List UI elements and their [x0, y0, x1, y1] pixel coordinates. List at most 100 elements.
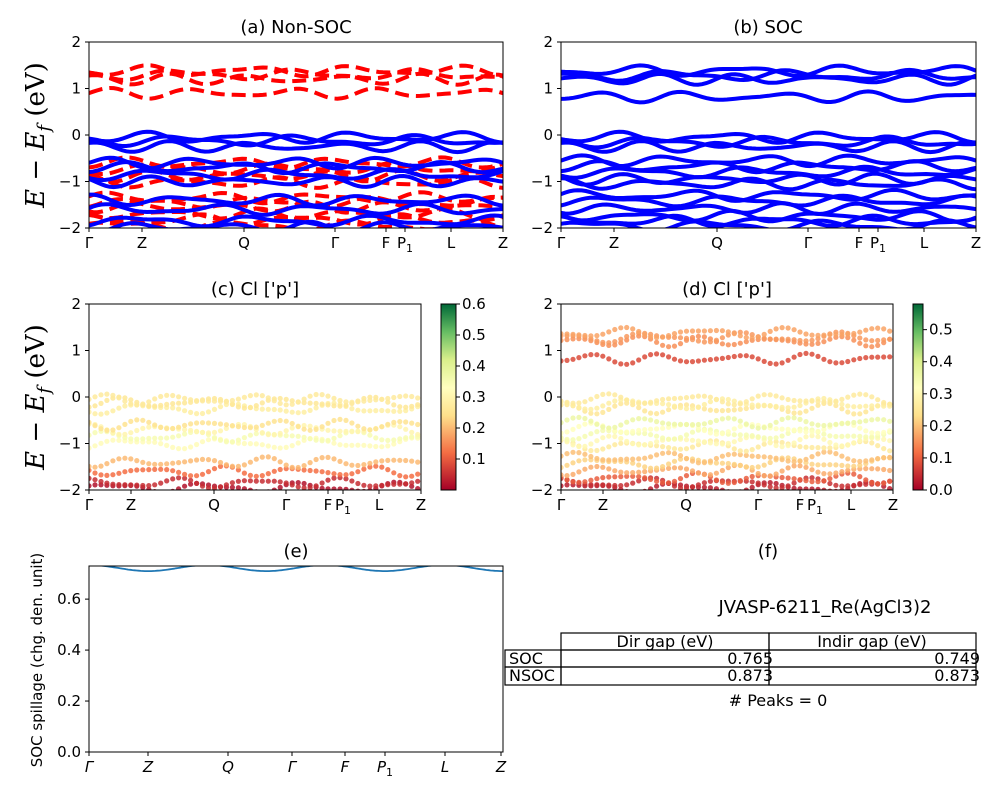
- y-tick-label: 1: [543, 80, 553, 98]
- band-point: [594, 338, 600, 344]
- band-point: [666, 344, 672, 350]
- band-point: [188, 473, 194, 479]
- band-point: [176, 486, 182, 490]
- band-point: [809, 454, 815, 460]
- band-point: [134, 482, 140, 488]
- band-point: [648, 417, 654, 423]
- band-point: [654, 465, 660, 471]
- band-point: [194, 457, 200, 463]
- band-point: [259, 406, 265, 412]
- band-point: [98, 440, 104, 446]
- band-point: [731, 402, 737, 408]
- band-point: [283, 428, 289, 434]
- band-point: [283, 462, 289, 468]
- band-point: [199, 410, 206, 417]
- band-point: [821, 436, 827, 442]
- band-point: [211, 458, 218, 464]
- band-point: [582, 451, 588, 457]
- band-point: [343, 417, 349, 423]
- band-point: [797, 463, 803, 469]
- band-point: [355, 423, 361, 429]
- band-point: [701, 393, 708, 399]
- band-point: [618, 469, 624, 475]
- band-point: [612, 442, 618, 448]
- band-point: [367, 397, 373, 403]
- band-point: [689, 484, 696, 490]
- band-point: [349, 462, 355, 468]
- band-point: [743, 330, 749, 336]
- x-tick-label: Z: [126, 496, 136, 514]
- band-point: [594, 393, 600, 400]
- band-point: [713, 417, 720, 424]
- band-point: [403, 426, 409, 432]
- band-point: [767, 403, 773, 409]
- band-point: [815, 398, 821, 404]
- band-point: [618, 325, 624, 331]
- band-point: [630, 460, 636, 466]
- band-point: [733, 489, 736, 490]
- band-point: [695, 358, 702, 364]
- band-point: [809, 467, 815, 473]
- band-point: [152, 461, 158, 467]
- band-point: [875, 456, 881, 462]
- band-point: [833, 482, 839, 488]
- band-point: [241, 424, 247, 431]
- band-point: [761, 392, 767, 398]
- band-point: [325, 393, 331, 399]
- band-point: [564, 451, 570, 457]
- band-point: [588, 352, 594, 358]
- band-line: [561, 201, 976, 217]
- band-point: [839, 396, 845, 402]
- band-point: [666, 450, 672, 456]
- band-point: [170, 434, 176, 440]
- band-point: [606, 356, 612, 362]
- band-point: [205, 398, 212, 404]
- band-point: [600, 475, 606, 481]
- band-point: [827, 488, 833, 490]
- band-point: [845, 331, 851, 337]
- band-point: [887, 438, 893, 444]
- band-point: [630, 331, 636, 337]
- band-point: [104, 410, 110, 416]
- colorbar-tick-label: 0.5: [929, 321, 953, 339]
- band-point: [749, 433, 755, 439]
- band-point: [110, 427, 116, 433]
- band-point: [809, 461, 815, 467]
- band-point: [594, 333, 600, 339]
- band-point: [403, 481, 409, 487]
- band-point: [701, 357, 708, 363]
- band-point: [701, 484, 708, 490]
- band-point: [295, 410, 301, 416]
- x-tick-label: Z: [137, 234, 147, 252]
- band-point: [283, 418, 289, 424]
- band-point: [182, 483, 188, 489]
- band-point: [618, 336, 624, 342]
- band-point: [719, 431, 726, 437]
- band-point: [367, 408, 373, 414]
- band-point: [194, 420, 200, 426]
- band-point: [695, 442, 702, 448]
- band-point: [677, 405, 684, 411]
- band-point: [319, 392, 325, 398]
- x-tick-label: P1: [397, 234, 413, 255]
- band-point: [211, 485, 218, 490]
- band-point: [767, 435, 773, 441]
- band-point: [606, 474, 612, 480]
- band-point: [301, 434, 307, 440]
- band-point: [570, 331, 576, 337]
- band-point: [158, 466, 164, 472]
- band-point: [779, 360, 785, 366]
- band-point: [677, 476, 684, 482]
- band-point: [379, 464, 385, 470]
- band-point: [618, 474, 624, 480]
- band-point: [857, 482, 863, 488]
- band-point: [666, 402, 672, 408]
- band-point: [146, 467, 152, 473]
- band-point: [887, 454, 893, 460]
- band-line: [561, 153, 976, 169]
- band-point: [851, 357, 857, 363]
- band-point: [391, 408, 397, 414]
- band-point: [307, 400, 313, 406]
- band-point: [761, 441, 767, 447]
- x-tick-label: Z: [888, 496, 898, 514]
